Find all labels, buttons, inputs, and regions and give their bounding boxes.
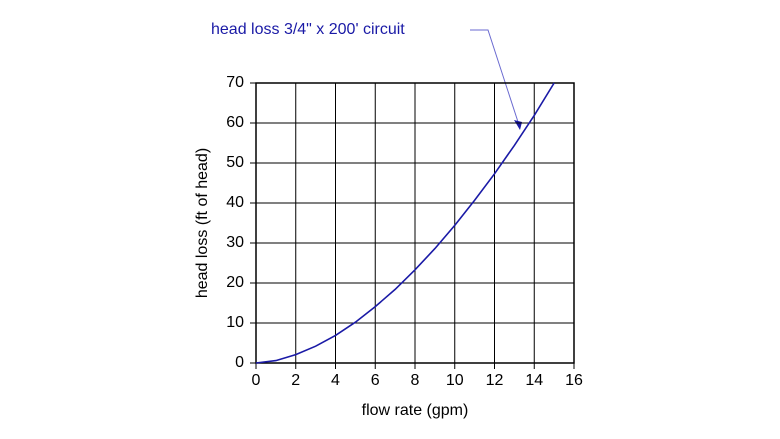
- y-tick-label: 30: [226, 234, 244, 251]
- x-tick-label: 8: [411, 372, 420, 389]
- y-tick-label: 50: [226, 154, 244, 171]
- y-tick-label: 70: [226, 74, 244, 91]
- x-tick-label: 16: [565, 372, 583, 389]
- y-tick-label: 10: [226, 314, 244, 331]
- x-tick-label: 0: [252, 372, 261, 389]
- y-tick-label: 0: [235, 354, 244, 371]
- y-tick-label: 40: [226, 194, 244, 211]
- annotation-leader: [470, 29, 521, 129]
- x-tick-label: 4: [331, 372, 340, 389]
- y-tick-label: 60: [226, 114, 244, 131]
- plot-frame: [255, 82, 575, 364]
- x-tick-label: 14: [525, 372, 543, 389]
- x-tick-label: 12: [486, 372, 504, 389]
- data-line: [255, 82, 555, 364]
- x-tick-label: 2: [291, 372, 300, 389]
- x-tick-label: 10: [446, 372, 464, 389]
- y-axis-label: head loss (ft of head): [194, 148, 211, 298]
- y-tick-label: 20: [226, 274, 244, 291]
- x-axis-label: flow rate (gpm): [362, 402, 469, 419]
- x-tick-label: 6: [371, 372, 380, 389]
- series-annotation: head loss 3/4" x 200' circuit: [211, 21, 405, 38]
- annotation-arrowhead: [514, 120, 522, 130]
